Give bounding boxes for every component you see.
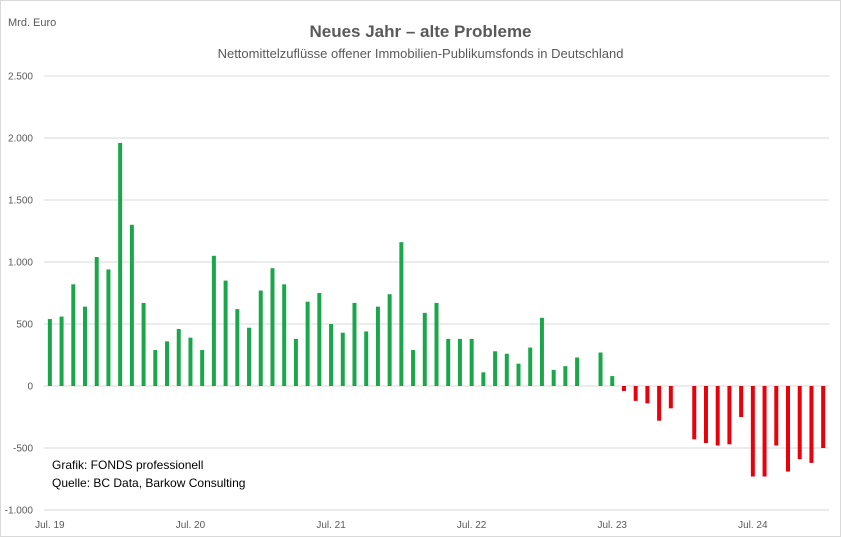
bar — [657, 386, 662, 421]
bar — [129, 224, 134, 386]
bar — [258, 290, 263, 386]
bar — [293, 338, 298, 386]
bar — [59, 316, 64, 386]
bar — [106, 269, 111, 386]
bar — [364, 331, 369, 386]
y-tick-label: -1.000 — [5, 506, 34, 517]
bar — [633, 386, 638, 401]
bar — [211, 255, 216, 386]
x-tick-label: Jul. 23 — [598, 520, 628, 531]
bar — [739, 386, 744, 417]
x-tick-label: Jul. 24 — [738, 520, 768, 531]
bar — [551, 369, 556, 386]
bar — [399, 242, 404, 386]
x-tick-label: Jul. 21 — [316, 520, 346, 531]
chart-subtitle: Nettomittelzuflüsse offener Immobilien-P… — [217, 46, 624, 61]
bar — [528, 347, 533, 386]
y-tick-label: 0 — [27, 382, 33, 393]
bar — [469, 338, 474, 386]
bar — [83, 306, 87, 386]
bar — [118, 142, 123, 386]
bar — [47, 319, 52, 386]
x-tick-label: Jul. 19 — [35, 520, 65, 531]
bar — [411, 350, 416, 386]
bar — [786, 386, 790, 472]
bar — [797, 386, 802, 460]
bar — [750, 386, 755, 477]
credit-note: Grafik: FONDS professionell — [52, 458, 204, 472]
bar — [692, 386, 697, 440]
y-tick-label: 1.500 — [8, 196, 33, 207]
bar — [165, 341, 170, 386]
bar — [821, 386, 826, 448]
bar — [809, 386, 814, 463]
bar — [598, 352, 603, 386]
bar — [270, 268, 275, 386]
bar — [94, 257, 99, 386]
bar — [703, 386, 708, 444]
bar — [200, 350, 205, 386]
bar — [434, 302, 439, 386]
bar — [176, 328, 181, 386]
bar — [375, 306, 380, 386]
y-tick-label: -500 — [13, 444, 33, 455]
bar — [329, 324, 334, 386]
bar — [282, 284, 287, 386]
bar — [504, 353, 509, 386]
bar — [153, 350, 158, 386]
x-tick-label: Jul. 22 — [457, 520, 487, 531]
bar — [188, 337, 193, 386]
bar — [457, 338, 462, 386]
bar — [223, 280, 228, 386]
bar — [715, 386, 720, 446]
bar — [516, 363, 521, 386]
bar — [575, 357, 580, 386]
bar — [387, 294, 392, 386]
bar — [774, 386, 779, 446]
bar — [340, 332, 345, 386]
y-tick-label: 500 — [16, 320, 33, 331]
bar — [422, 312, 427, 386]
chart-title: Neues Jahr – alte Probleme — [309, 22, 532, 41]
bar — [481, 372, 486, 386]
source-note: Quelle: BC Data, Barkow Consulting — [52, 476, 246, 490]
x-tick-label: Jul. 20 — [176, 520, 206, 531]
bar — [727, 386, 732, 445]
bar — [305, 301, 310, 386]
bar — [141, 302, 146, 386]
bar — [493, 351, 498, 386]
bar — [539, 317, 544, 386]
y-tick-label: 2.500 — [8, 72, 33, 83]
y-tick-label: 1.000 — [8, 258, 33, 269]
bar — [645, 386, 650, 404]
bar — [235, 309, 240, 386]
bar — [762, 386, 767, 477]
bar — [352, 302, 357, 386]
bar — [317, 293, 322, 386]
bar — [247, 327, 252, 386]
bar — [621, 386, 626, 391]
bar — [610, 376, 615, 386]
bar — [71, 284, 76, 386]
y-axis-unit-label: Mrd. Euro — [8, 17, 57, 29]
bar — [668, 386, 673, 409]
bar — [446, 338, 451, 386]
bar — [563, 366, 568, 386]
y-tick-label: 2.000 — [8, 134, 33, 145]
